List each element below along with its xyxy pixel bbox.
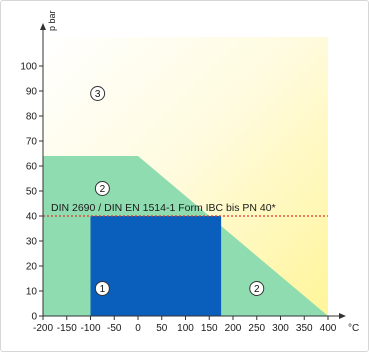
y-tick-label: 0 bbox=[31, 312, 37, 323]
y-tick-label: 90 bbox=[26, 87, 38, 98]
x-tick-label: 300 bbox=[272, 323, 289, 334]
x-tick-label: 100 bbox=[177, 323, 194, 334]
x-tick-label: 200 bbox=[225, 323, 242, 334]
y-tick-label: 30 bbox=[26, 237, 38, 248]
x-tick-label: 50 bbox=[156, 323, 168, 334]
x-tick-label: 400 bbox=[320, 323, 337, 334]
region-marker-label: 2 bbox=[100, 184, 106, 195]
x-axis-arrow bbox=[339, 313, 346, 319]
x-tick-label: 0 bbox=[135, 323, 141, 334]
region-marker-label: 3 bbox=[95, 89, 101, 100]
region-marker-label: 1 bbox=[100, 284, 106, 295]
reference-line-label: DIN 2690 / DIN EN 1514-1 Form IBC bis PN… bbox=[51, 202, 276, 214]
y-tick-label: 80 bbox=[26, 112, 38, 123]
region-marker-label: 2 bbox=[254, 284, 260, 295]
x-tick-label: 150 bbox=[201, 323, 218, 334]
y-tick-label: 20 bbox=[26, 262, 38, 273]
x-tick-label: -100 bbox=[80, 323, 100, 334]
region-1-area bbox=[90, 216, 222, 316]
x-axis-title: °C bbox=[348, 323, 359, 334]
region-marker-circle bbox=[249, 281, 265, 296]
y-tick-label: 60 bbox=[26, 162, 38, 173]
x-tick-label: 250 bbox=[248, 323, 265, 334]
region-marker-circle bbox=[94, 181, 110, 196]
y-axis-arrow bbox=[40, 23, 46, 30]
y-tick-label: 50 bbox=[26, 187, 38, 198]
x-tick-label: -150 bbox=[57, 323, 77, 334]
x-tick-label: 350 bbox=[296, 323, 313, 334]
region-marker-circle bbox=[90, 86, 106, 101]
y-tick-label: 100 bbox=[20, 62, 37, 73]
region-marker-circle bbox=[94, 281, 110, 296]
x-tick-label: -50 bbox=[107, 323, 122, 334]
y-tick-label: 40 bbox=[26, 212, 38, 223]
y-tick-label: 70 bbox=[26, 137, 38, 148]
y-axis-title: p bar bbox=[47, 10, 57, 31]
x-tick-label: -200 bbox=[33, 323, 53, 334]
y-tick-label: 10 bbox=[26, 287, 38, 298]
